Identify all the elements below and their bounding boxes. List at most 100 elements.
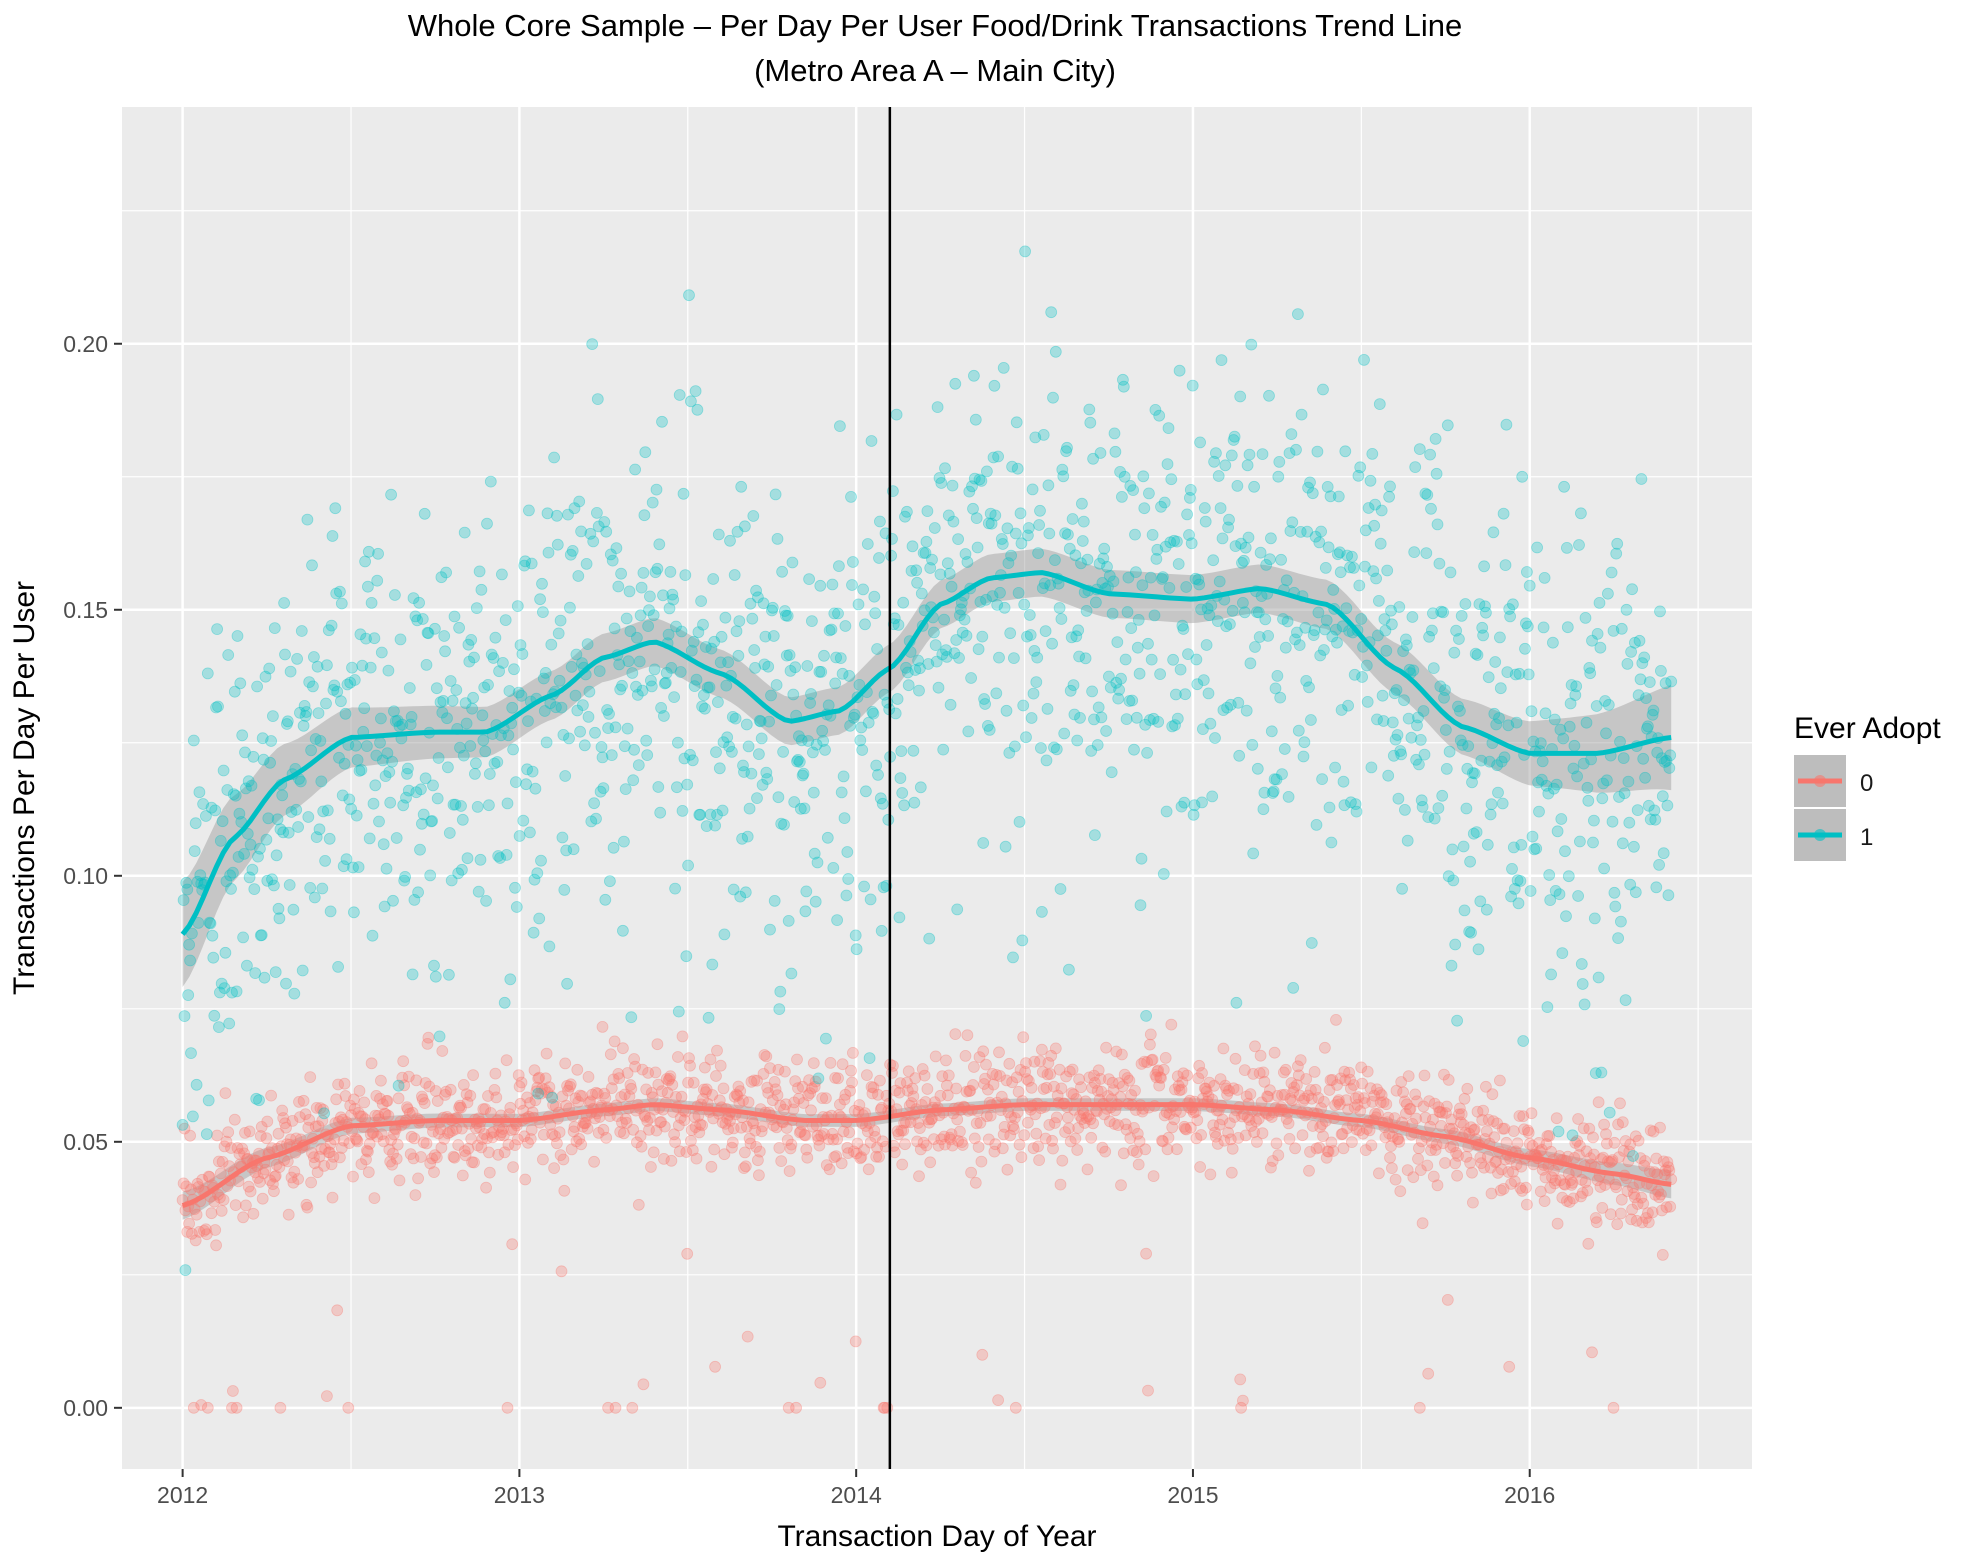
- data-point-1: [1257, 803, 1270, 816]
- data-point-0: [960, 1085, 973, 1098]
- data-point-1: [847, 711, 860, 724]
- data-point-1: [623, 585, 636, 598]
- data-point-1: [554, 614, 567, 627]
- data-point-1: [1198, 502, 1211, 514]
- data-point-1: [302, 811, 315, 823]
- data-point-0: [215, 1205, 228, 1217]
- data-point-1: [1559, 845, 1571, 858]
- data-point-1: [1314, 649, 1327, 662]
- data-point-1: [1460, 802, 1473, 815]
- data-point-0: [1198, 1082, 1211, 1095]
- data-point-1: [477, 734, 490, 747]
- data-point-1: [956, 626, 969, 639]
- data-point-0: [955, 1136, 968, 1148]
- data-point-1: [186, 1110, 199, 1123]
- data-point-0: [1279, 1063, 1292, 1076]
- data-point-0: [1091, 1084, 1104, 1097]
- data-point-1: [924, 562, 937, 574]
- data-point-1: [734, 890, 747, 903]
- data-point-0: [1080, 1112, 1093, 1124]
- data-point-1: [769, 488, 782, 501]
- data-point-1: [528, 873, 541, 886]
- data-point-1: [989, 509, 1002, 522]
- data-point-0: [584, 1095, 597, 1108]
- data-point-1: [1489, 656, 1502, 668]
- data-point-1: [495, 568, 508, 581]
- data-point-0: [402, 1070, 415, 1083]
- data-point-1: [1497, 507, 1510, 520]
- data-point-0: [1607, 1401, 1620, 1414]
- data-point-1: [937, 743, 950, 756]
- data-point-1: [1214, 502, 1227, 515]
- data-point-1: [1356, 671, 1368, 683]
- data-point-0: [1625, 1213, 1637, 1226]
- data-point-1: [1430, 467, 1443, 480]
- data-point-0: [842, 1147, 855, 1159]
- data-point-0: [1081, 1163, 1094, 1176]
- data-point-0: [423, 1080, 436, 1093]
- data-point-0: [780, 1122, 793, 1134]
- data-point-0: [917, 1136, 930, 1149]
- data-point-1: [625, 1011, 638, 1024]
- data-point-1: [1613, 791, 1625, 803]
- data-point-0: [1243, 1114, 1256, 1126]
- data-point-1: [1079, 652, 1092, 665]
- data-point-0: [1276, 1089, 1288, 1101]
- data-point-1: [513, 830, 526, 842]
- data-point-0: [1020, 1057, 1032, 1069]
- data-point-0: [661, 1086, 674, 1099]
- data-point-0: [815, 1130, 828, 1142]
- data-point-1: [1245, 338, 1258, 351]
- data-point-1: [1579, 612, 1592, 624]
- data-point-0: [319, 1143, 332, 1155]
- data-point-1: [650, 483, 663, 496]
- data-point-1: [1236, 557, 1248, 569]
- data-point-0: [678, 1114, 691, 1126]
- data-point-0: [211, 1129, 224, 1142]
- data-point-1: [452, 867, 465, 880]
- data-point-0: [1270, 1137, 1283, 1150]
- data-point-1: [1151, 543, 1164, 556]
- data-point-0: [1346, 1136, 1358, 1148]
- data-point-0: [1486, 1088, 1499, 1101]
- data-point-1: [356, 659, 369, 672]
- data-point-0: [457, 1079, 470, 1091]
- data-point-0: [350, 1134, 363, 1146]
- data-point-0: [802, 1089, 815, 1102]
- data-point-0: [987, 1078, 1000, 1091]
- data-point-1: [292, 821, 305, 833]
- data-point-0: [277, 1112, 290, 1124]
- data-point-0: [1613, 1151, 1625, 1164]
- data-point-1: [1042, 479, 1055, 492]
- data-point-0: [1401, 1164, 1414, 1176]
- data-point-0: [1636, 1216, 1649, 1229]
- data-point-1: [672, 736, 684, 749]
- data-point-1: [1504, 610, 1516, 623]
- data-point-0: [261, 1115, 274, 1128]
- data-point-1: [1409, 461, 1422, 474]
- data-point-1: [979, 698, 991, 710]
- data-point-1: [1184, 483, 1197, 496]
- data-point-1: [667, 593, 680, 606]
- data-point-1: [1532, 776, 1544, 789]
- data-point-0: [919, 1096, 932, 1108]
- data-point-0: [242, 1180, 255, 1193]
- data-point-0: [1249, 1040, 1261, 1053]
- data-point-1: [801, 660, 814, 672]
- data-point-1: [550, 701, 562, 714]
- data-point-1: [1359, 524, 1372, 537]
- data-point-1: [1155, 500, 1167, 513]
- data-point-0: [1443, 1122, 1456, 1135]
- data-point-1: [1018, 598, 1031, 611]
- data-point-1: [812, 1072, 825, 1085]
- data-point-1: [1183, 529, 1195, 541]
- data-point-1: [806, 615, 818, 627]
- data-point-0: [616, 1116, 628, 1129]
- data-point-1: [474, 853, 487, 866]
- data-point-0: [767, 1119, 780, 1132]
- data-point-0: [543, 1081, 556, 1094]
- data-point-0: [1161, 1143, 1174, 1156]
- data-point-0: [415, 1090, 428, 1103]
- data-point-1: [1251, 762, 1264, 775]
- data-point-1: [1003, 747, 1016, 759]
